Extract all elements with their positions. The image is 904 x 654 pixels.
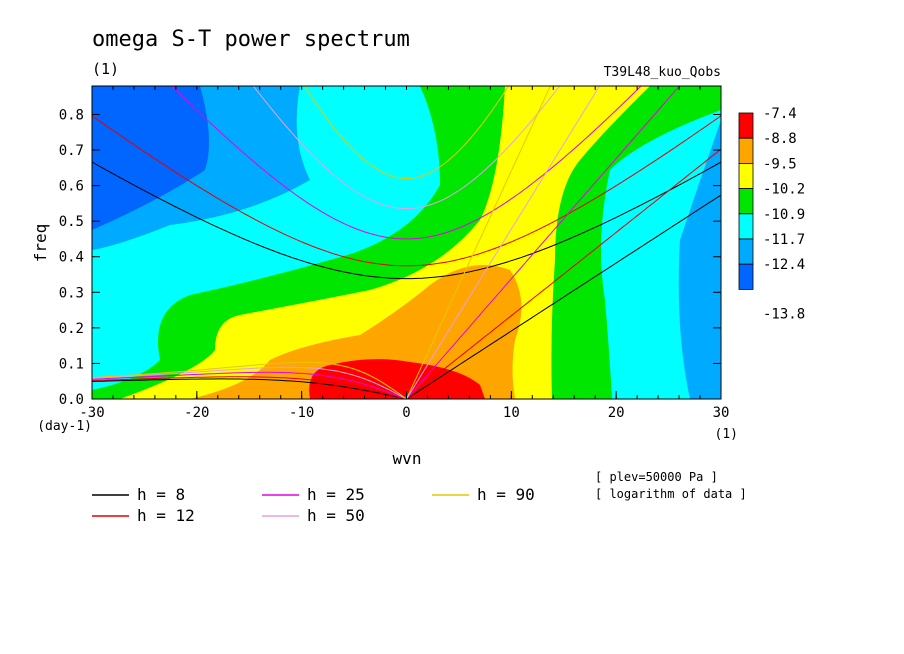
gravity-wave-curve [252,86,561,210]
colorbar-label: -10.9 [763,207,805,223]
gravity-wave-curve [92,115,721,267]
colorbar-label: -7.4 [763,106,797,122]
legend-label: h = 50 [307,506,365,525]
legend-label: h = 90 [477,485,535,504]
y-tick-label: 0.4 [59,250,84,266]
y-axis: 0.0 0.1 0.2 0.3 0.4 0.5 0.6 0.7 0.8 [59,107,721,408]
run-label: T39L48_kuo_Qobs [604,65,721,80]
gravity-wave-curve [171,86,642,240]
colorbar-swatch [738,188,754,215]
heatmap-area [92,86,721,399]
y-tick-label: 0.5 [59,214,84,230]
y-unit-label: (day-1) [37,419,92,434]
rossby-wave-curve [92,371,407,399]
legend-label: h = 25 [307,485,365,504]
x-tick-label: 20 [608,405,625,421]
kelvin-wave-curve [406,86,681,399]
rossby-wave-curve [92,361,407,399]
colorbar-label: -12.4 [763,257,805,273]
x-axis-label: wvn [393,449,422,468]
colorbar: -7.4 -8.8 -9.5 -10.2 -10.9 -11.7 -12.4 -13.8 [738,106,805,323]
note-plev: [ plev=50000 Pa ] [595,470,718,484]
y-tick-label: 0.0 [59,392,84,408]
chart-subtitle: (1) [92,60,119,78]
x-tick-label: 30 [713,405,730,421]
legend-label: h = 12 [137,506,195,525]
x-unit-label: (1) [715,427,738,442]
rossby-wave-curve [92,366,407,399]
y-tick-label: 0.2 [59,321,84,337]
colorbar-swatch [738,213,754,240]
field-orange [190,265,522,399]
rossby-wave-curve [92,378,407,399]
colorbar-swatch [738,263,754,290]
x-tick-label: 0 [402,405,410,421]
legend: h = 8 h = 12 h = 25 h = 50 h = 90 [92,485,535,525]
colorbar-label: -13.8 [763,307,805,323]
kelvin-wave-curve [406,148,721,399]
x-tick-label: -20 [184,405,209,421]
y-tick-label: 0.6 [59,179,84,195]
y-tick-label: 0.3 [59,285,84,301]
field-darkblue-west [92,86,209,230]
x-tick-label: -10 [289,405,314,421]
rossby-wave-curve [92,376,407,399]
legend-label: h = 8 [137,485,185,504]
x-axis: -30 -20 -10 0 10 20 30 [79,86,729,421]
y-tick-label: 0.7 [59,143,84,159]
x-tick-label: 10 [503,405,520,421]
colorbar-swatch [738,238,754,265]
colorbar-swatch [738,162,754,189]
colorbar-swatch [738,137,754,164]
y-tick-label: 0.1 [59,356,84,372]
y-axis-label: freq [31,224,50,263]
dispersion-curves [92,86,721,399]
colorbar-swatch [738,112,754,139]
colorbar-label: -8.8 [763,131,797,147]
colorbar-label: -11.7 [763,232,805,248]
x-tick-label: -30 [79,405,104,421]
kelvin-wave-curve [406,194,721,399]
colorbar-label: -10.2 [763,182,805,198]
y-tick-label: 0.8 [59,107,84,123]
gravity-wave-curve [303,86,510,180]
field-lightblue-east [678,86,721,399]
note-logarithm: [ logarithm of data ] [595,487,747,501]
colorbar-label: -9.5 [763,156,797,172]
kelvin-wave-curve [406,86,601,399]
kelvin-wave-curve [406,86,551,399]
gravity-wave-curve [92,161,721,280]
chart-title: omega S-T power spectrum [92,27,410,52]
